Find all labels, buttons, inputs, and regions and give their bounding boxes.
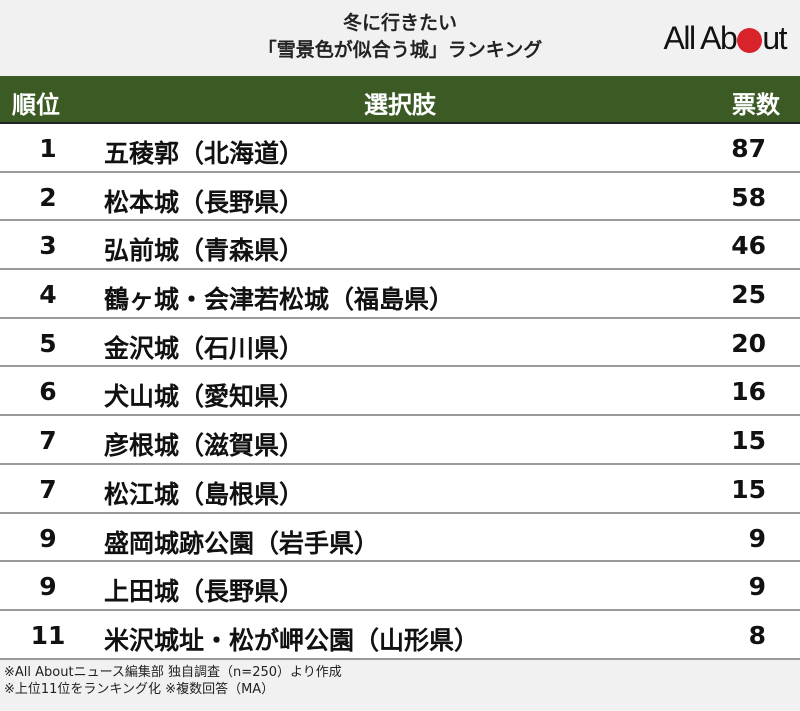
header-choice: 選択肢: [364, 91, 436, 119]
table-row: 6 犬山城（愛知県） 16: [0, 367, 800, 417]
page-title: 冬に行きたい 「雪景色が似合う城」ランキング: [160, 10, 640, 64]
rank-cell: 2: [39, 182, 57, 212]
choice-cell: 米沢城址・松が岬公園（山形県）: [104, 625, 480, 655]
choice-cell: 松本城（長野県）: [104, 187, 305, 217]
votes-cell: 15: [731, 474, 766, 504]
choice-cell: 弘前城（青森県）: [104, 236, 305, 266]
votes-cell: 9: [748, 523, 766, 553]
votes-cell: 46: [731, 231, 766, 261]
logo-text-start: All Ab: [663, 19, 737, 56]
votes-cell: 16: [731, 377, 766, 407]
rank-cell: 7: [39, 474, 57, 504]
title-line-2: 「雪景色が似合う城」ランキング: [257, 39, 543, 61]
logo-red-dot-icon: [737, 27, 763, 53]
choice-cell: 犬山城（愛知県）: [104, 382, 305, 412]
allabout-logo: All Ab ut: [663, 18, 787, 58]
choice-cell: 鶴ヶ城・会津若松城（福島県）: [104, 285, 455, 315]
votes-cell: 25: [731, 280, 766, 310]
rank-cell: 9: [39, 523, 57, 553]
rank-cell: 5: [39, 328, 57, 358]
choice-cell: 五稜郭（北海道）: [104, 139, 305, 168]
table-row: 4 鶴ヶ城・会津若松城（福島県） 25: [0, 270, 800, 319]
rank-cell: 7: [39, 426, 57, 456]
header-votes: 票数: [732, 91, 780, 119]
title-line-1: 冬に行きたい: [342, 12, 457, 34]
table-row: 2 松本城（長野県） 58: [0, 172, 800, 222]
table-header: 選択肢 順位 票数: [0, 76, 800, 124]
rank-cell: 9: [39, 572, 57, 602]
votes-cell: 20: [731, 328, 766, 358]
table-row: 11 米沢城址・松が岬公園（山形県） 8: [0, 610, 800, 660]
votes-cell: 9: [748, 572, 766, 602]
table-row: 7 松江城（島根県） 15: [0, 464, 800, 514]
votes-cell: 87: [731, 134, 766, 163]
logo-text-end: ut: [762, 19, 787, 56]
rank-cell: 3: [39, 231, 57, 261]
choice-cell: 彦根城（滋賀県）: [104, 431, 305, 461]
table-row: 3 弘前城（青森県） 46: [0, 221, 800, 271]
table-row: 7 彦根城（滋賀県） 15: [0, 416, 800, 465]
choice-cell: 上田城（長野県）: [104, 577, 305, 607]
footnotes: ※All Aboutニュース編集部 独自調査（n=250）より作成 ※上位11位…: [4, 664, 342, 698]
table-row: 5 金沢城（石川県） 20: [0, 318, 800, 368]
choice-cell: 盛岡城跡公園（岩手県）: [104, 528, 380, 558]
table-row: 9 盛岡城跡公園（岩手県） 9: [0, 513, 800, 563]
rank-cell: 6: [39, 377, 57, 407]
choice-cell: 松江城（島根県）: [104, 479, 305, 509]
choice-cell: 金沢城（石川県）: [104, 333, 305, 363]
table-row: 9 上田城（長野県） 9: [0, 562, 800, 611]
ranking-table-body: 1 五稜郭（北海道） 87 2 松本城（長野県） 58 3 弘前城（青森県） 4…: [0, 124, 800, 660]
rank-cell: 11: [30, 620, 66, 650]
header-rank: 順位: [12, 91, 60, 119]
rank-cell: 4: [39, 280, 57, 310]
footnote-method: ※上位11位をランキング化 ※複数回答（MA）: [4, 682, 275, 697]
title-area: 冬に行きたい 「雪景色が似合う城」ランキング All Ab ut: [0, 0, 800, 76]
footnote-source: ※All Aboutニュース編集部 独自調査（n=250）より作成: [4, 665, 342, 680]
votes-cell: 58: [731, 182, 766, 212]
votes-cell: 8: [748, 620, 766, 650]
table-row: 1 五稜郭（北海道） 87: [0, 124, 800, 173]
rank-cell: 1: [39, 134, 57, 163]
votes-cell: 15: [731, 426, 766, 456]
